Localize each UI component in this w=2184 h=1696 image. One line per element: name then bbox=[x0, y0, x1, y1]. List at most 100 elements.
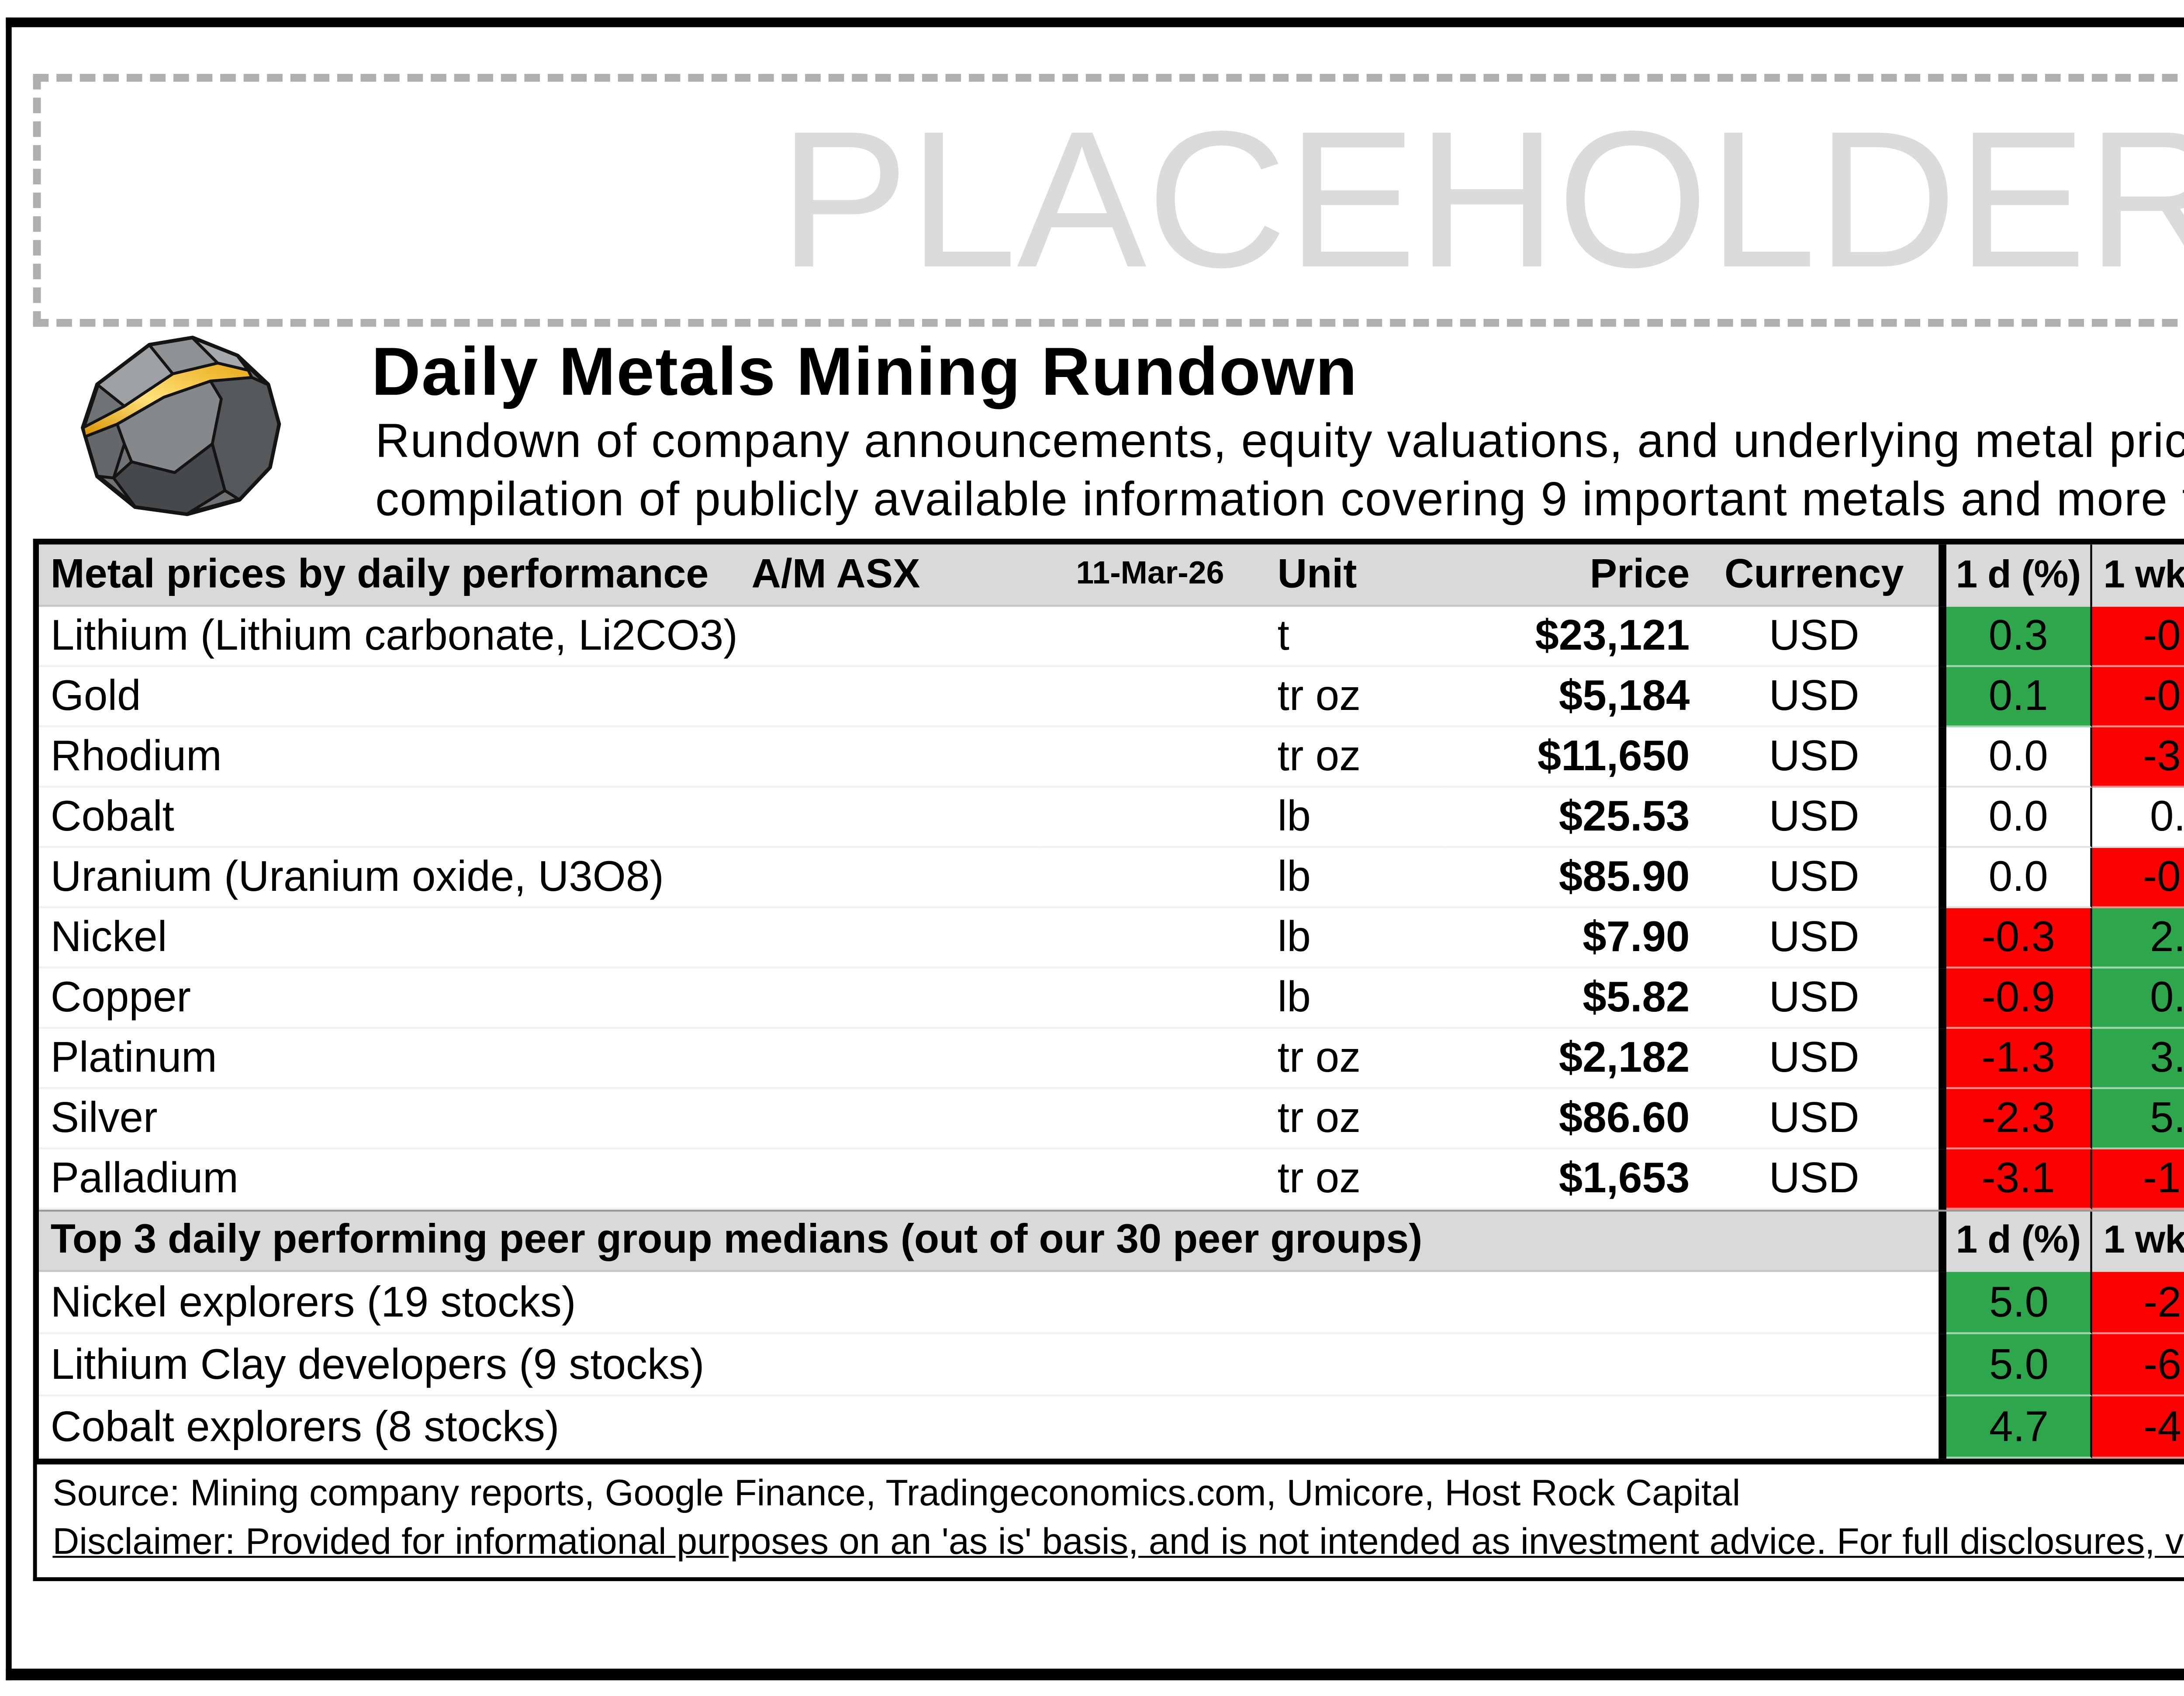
perf-cell: -3.3 bbox=[2092, 727, 2184, 788]
metal-name: Nickel bbox=[39, 908, 1039, 969]
vertical-divider bbox=[1939, 544, 1946, 607]
metal-price: $2,182 bbox=[1446, 1029, 1690, 1089]
metal-prices-table: Metal prices by daily performance A/M AS… bbox=[33, 539, 2184, 1467]
peer-group-name: Nickel explorers (19 stocks) bbox=[39, 1272, 1939, 1334]
metal-currency: USD bbox=[1690, 788, 1939, 848]
header-unit: Unit bbox=[1262, 544, 1447, 607]
peer-row: Nickel explorers (19 stocks)5.0-2.2-2.20… bbox=[39, 1272, 2184, 1334]
vertical-divider bbox=[1939, 727, 1946, 788]
perf-cell: 0.0 bbox=[1946, 787, 2092, 848]
vertical-divider bbox=[1939, 1028, 1946, 1089]
perf-col-header: 1 wk (%) bbox=[2092, 1211, 2184, 1272]
metal-date-cell bbox=[1038, 969, 1262, 1029]
vertical-divider bbox=[1939, 1211, 1946, 1272]
metal-unit: lb bbox=[1262, 788, 1447, 848]
perf-cell: -1.3 bbox=[1946, 1028, 2092, 1089]
peer-rows: Nickel explorers (19 stocks)5.0-2.2-2.20… bbox=[39, 1272, 2184, 1459]
vertical-divider bbox=[1939, 908, 1946, 969]
metal-date-cell bbox=[1038, 788, 1262, 848]
metal-unit: t bbox=[1262, 607, 1447, 667]
metal-price: $23,121 bbox=[1446, 607, 1690, 667]
vertical-divider bbox=[1939, 1334, 1947, 1397]
metal-unit: tr oz bbox=[1262, 1029, 1447, 1089]
metal-price: $1,653 bbox=[1446, 1149, 1690, 1210]
perf-cell: 2.2 bbox=[2092, 908, 2184, 969]
metal-unit: tr oz bbox=[1262, 667, 1447, 727]
header-currency: Currency bbox=[1690, 544, 1939, 607]
placeholder-banner: PLACEHOLDER bbox=[33, 74, 2184, 327]
metal-currency: USD bbox=[1690, 667, 1939, 727]
metal-price: $11,650 bbox=[1446, 727, 1690, 788]
source-line: Source: Mining company reports, Google F… bbox=[52, 1474, 1741, 1515]
metal-price: $86.60 bbox=[1446, 1089, 1690, 1149]
bottom-border-bar bbox=[6, 1668, 2184, 1681]
table-row: Uranium (Uranium oxide, U3O8) lb $85.90 USD… bbox=[39, 848, 2184, 908]
metal-price: $85.90 bbox=[1446, 848, 1690, 908]
source-disclaimer-box: Source: Mining company reports, Google F… bbox=[33, 1464, 2184, 1582]
metal-date-cell bbox=[1038, 1149, 1262, 1210]
metal-price: $25.53 bbox=[1446, 788, 1690, 848]
metal-unit: lb bbox=[1262, 969, 1447, 1029]
table-header-row: Metal prices by daily performance A/M AS… bbox=[39, 544, 2184, 607]
metal-currency: USD bbox=[1690, 848, 1939, 908]
metal-currency: USD bbox=[1690, 1089, 1939, 1149]
vertical-divider bbox=[1939, 1089, 1946, 1149]
metal-currency: USD bbox=[1690, 607, 1939, 667]
page-subtitle: Rundown of company announcements, equity… bbox=[375, 414, 2184, 531]
perf-cell: 5.0 bbox=[2092, 1089, 2184, 1149]
perf-col-header: 1 d (%) bbox=[1946, 544, 2092, 607]
metal-currency: USD bbox=[1690, 1029, 1939, 1089]
metal-unit: tr oz bbox=[1262, 1089, 1447, 1149]
top-border-bar bbox=[6, 17, 2184, 28]
metal-unit: tr oz bbox=[1262, 727, 1447, 788]
perf-header-group: 1 d (%)1 wk (%)1 mo (%)3 mo (%)1 yr (%)3… bbox=[1946, 1211, 2184, 1272]
perf-cell: -6.3 bbox=[2093, 1334, 2184, 1397]
header-date: 11-Mar-26 bbox=[1038, 544, 1262, 607]
perf-cell: 0.0 bbox=[1946, 727, 2092, 788]
perf-cell: -0.3 bbox=[1946, 908, 2092, 969]
metal-currency: USD bbox=[1690, 969, 1939, 1029]
peer-group-name: Cobalt explorers (8 stocks) bbox=[39, 1396, 1939, 1459]
metal-unit: lb bbox=[1262, 848, 1447, 908]
perf-cell: 0.3 bbox=[1946, 606, 2092, 667]
metal-name: Rhodium bbox=[39, 727, 1039, 788]
perf-cell: 0.1 bbox=[1946, 667, 2092, 727]
metal-name: Copper bbox=[39, 969, 1039, 1029]
perf-cell: 0.0 bbox=[1946, 848, 2092, 908]
metal-name: Silver bbox=[39, 1089, 1039, 1149]
header-exchange: A/M ASX bbox=[751, 551, 920, 596]
disclaimer-line: Disclaimer: Provided for informational p… bbox=[52, 1523, 2184, 1564]
header-price: Price bbox=[1446, 544, 1690, 607]
vertical-divider bbox=[1939, 667, 1946, 727]
metal-name: Uranium (Uranium oxide, U3O8) bbox=[39, 848, 1039, 908]
vertical-divider bbox=[1939, 1272, 1947, 1334]
metal-currency: USD bbox=[1690, 1149, 1939, 1210]
perf-cell: -0.9 bbox=[1946, 968, 2092, 1029]
metal-date-cell bbox=[1038, 1089, 1262, 1149]
vertical-divider bbox=[1939, 1149, 1946, 1210]
metal-name: Cobalt bbox=[39, 788, 1039, 848]
vertical-divider bbox=[1939, 848, 1946, 908]
perf-cell: -2.3 bbox=[1946, 1089, 2092, 1149]
perf-col-header: 1 d (%) bbox=[1946, 1211, 2092, 1272]
metal-name: Palladium bbox=[39, 1149, 1039, 1210]
metal-name: Lithium (Lithium carbonate, Li2CO3) bbox=[39, 607, 1039, 667]
subtitle-line-1: Rundown of company announcements, equity… bbox=[375, 416, 2184, 469]
metal-name: Gold bbox=[39, 667, 1039, 727]
metal-date-cell bbox=[1038, 667, 1262, 727]
perf-col-header: 1 wk (%) bbox=[2092, 544, 2184, 607]
metal-date-cell bbox=[1038, 1029, 1262, 1089]
rock-gold-vein-icon bbox=[72, 332, 292, 529]
perf-cell: 0.8 bbox=[2092, 968, 2184, 1029]
perf-cell: -1.8 bbox=[2092, 1149, 2184, 1210]
table-row: Lithium (Lithium carbonate, Li2CO3) t $23,… bbox=[39, 606, 2184, 667]
subtitle-line-2: compilation of publicly available inform… bbox=[375, 474, 2184, 527]
